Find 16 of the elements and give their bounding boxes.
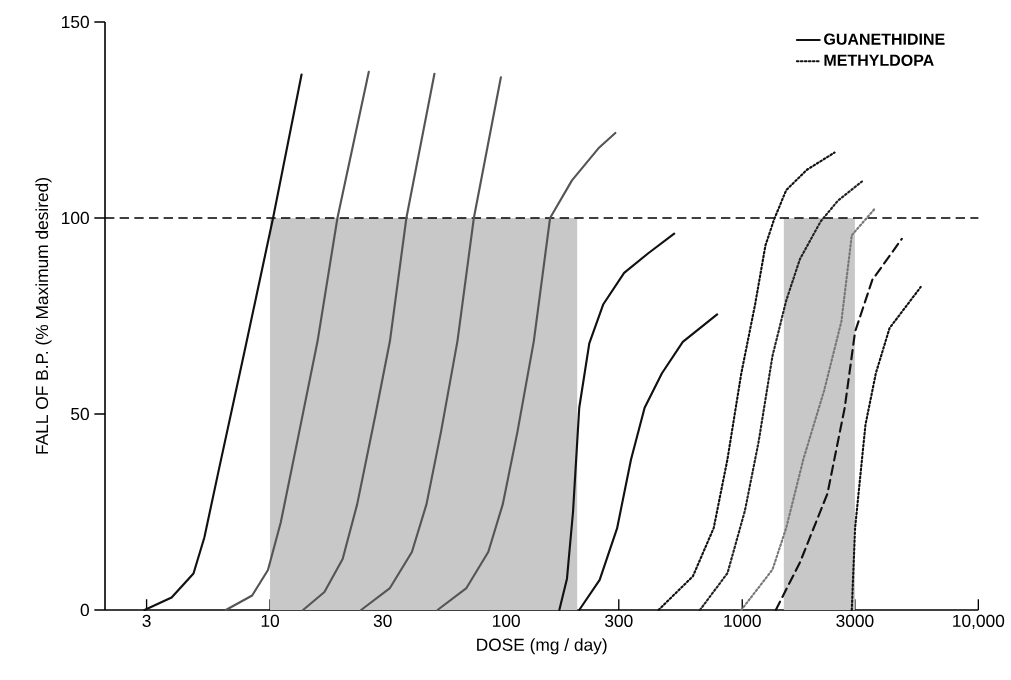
x-tick-label: 100 [493,614,520,627]
y-tick-label: 150 [62,15,89,29]
x-tick-label: 10 [261,614,280,627]
y-tick-label: 0 [80,603,89,617]
x-tick-label: 10,000 [953,614,1005,630]
x-axis-title: DOSE (mg / day) [477,638,607,655]
x-tick-label: 300 [605,614,633,627]
y-tick-label: 100 [62,211,89,225]
y-axis-title: FALL OF B.P. (% Maximum desired) [35,178,52,454]
x-tick-label: 1000 [724,614,761,627]
y-tick-label: 50 [71,407,89,421]
x-tick-label: 3 [142,614,151,627]
legend-label: GUANETHIDINE [824,33,945,45]
x-tick-label: 30 [373,614,392,627]
legend-label: METHYLDOPA [824,54,934,66]
x-tick-label: 3000 [836,614,874,627]
